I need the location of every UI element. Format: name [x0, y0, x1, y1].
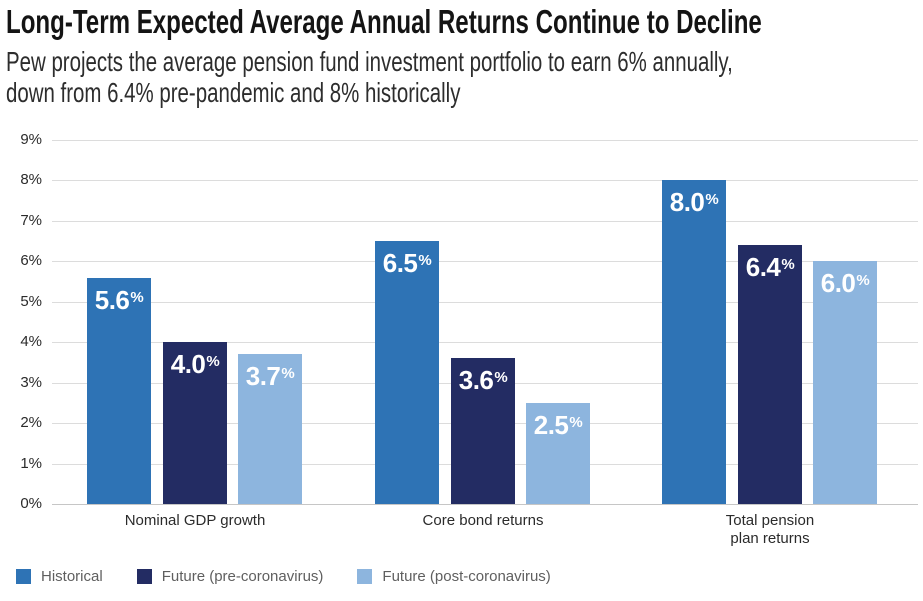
bar-value-label: 2.5%	[534, 410, 583, 441]
bar-value-number: 2.5	[533, 410, 569, 440]
bar-value-number: 3.6	[458, 365, 494, 395]
bar: 3.6%	[451, 358, 515, 504]
y-axis-tick-label: 1%	[20, 455, 42, 472]
bar-value-number: 5.6	[94, 285, 130, 315]
chart-title: Long-Term Expected Average Annual Return…	[6, 3, 762, 40]
legend-swatch	[357, 569, 373, 584]
legend-item: Historical	[16, 568, 103, 585]
bar: 6.4%	[738, 245, 802, 504]
gridline	[52, 180, 918, 181]
gridline	[52, 221, 918, 222]
percent-sign: %	[281, 364, 295, 382]
y-axis-tick-label: 2%	[20, 414, 42, 431]
gridline	[52, 261, 918, 262]
percent-sign: %	[494, 368, 508, 386]
y-axis-tick-label: 6%	[20, 252, 42, 269]
percent-sign: %	[569, 413, 583, 431]
legend-item: Future (pre-coronavirus)	[136, 568, 324, 585]
bar: 2.5%	[526, 403, 590, 504]
bar-value-label: 8.0%	[670, 187, 719, 218]
bar-value-label: 6.5%	[383, 248, 432, 279]
legend-swatch	[136, 569, 152, 584]
percent-sign: %	[705, 190, 719, 208]
y-axis-tick-label: 3%	[20, 374, 42, 391]
y-axis-tick-label: 4%	[20, 333, 42, 350]
bar: 4.0%	[163, 342, 227, 504]
chart-header: Long-Term Expected Average Annual Return…	[6, 2, 762, 108]
percent-sign: %	[856, 271, 870, 289]
percent-sign: %	[130, 288, 144, 306]
plot-area: 5.6% 6.5% 8.0% 4.0% 3.6% 6.4% 3.7% 2.5% 6.0% Nomi…	[52, 140, 918, 547]
gridline	[52, 140, 918, 141]
bar-value-number: 6.0	[820, 268, 856, 298]
y-axis-tick-label: 8%	[20, 171, 42, 188]
x-axis-category-label: Nominal GDP growth	[124, 512, 266, 529]
bar-value-number: 6.4	[745, 252, 781, 282]
x-axis-category-label: Total pension plan returns	[725, 512, 815, 547]
legend-label: Future (post-coronavirus)	[382, 568, 551, 585]
bar-value-label: 6.4%	[746, 252, 795, 283]
y-axis-tick-label: 7%	[20, 212, 42, 229]
x-axis-category-label: Core bond returns	[422, 512, 544, 529]
bar-value-label: 3.7%	[246, 361, 295, 392]
chart-subtitle-line: Pew projects the average pension fund in…	[6, 46, 733, 77]
legend-label: Future (pre-coronavirus)	[161, 568, 324, 585]
y-axis-tick-label: 0%	[20, 495, 42, 512]
legend-label: Historical	[41, 568, 103, 585]
bar: 8.0%	[662, 180, 726, 504]
legend-item: Future (post-coronavirus)	[357, 568, 551, 585]
legend-swatch	[16, 569, 31, 584]
bar: 6.0%	[813, 261, 877, 504]
bar: 6.5%	[375, 241, 439, 504]
y-axis-tick-label: 9%	[20, 131, 42, 148]
bar-value-label: 4.0%	[171, 349, 220, 380]
percent-sign: %	[206, 352, 220, 370]
bar-value-label: 5.6%	[95, 285, 144, 316]
legend: Historical Future (pre-coronavirus) Futu…	[16, 568, 585, 585]
bar-value-label: 6.0%	[821, 268, 870, 299]
bar-value-number: 3.7	[245, 361, 281, 391]
y-axis: 9% 8% 7% 6% 5% 4% 3% 2% 1% 0%	[0, 131, 42, 512]
y-axis-tick-label: 5%	[20, 293, 42, 310]
percent-sign: %	[781, 255, 795, 273]
bar: 5.6%	[87, 278, 151, 504]
chart-subtitle-line: down from 6.4% pre-pandemic and 8% histo…	[6, 77, 461, 108]
bar-value-number: 8.0	[669, 187, 705, 217]
bar-value-number: 4.0	[170, 349, 206, 379]
gridline	[52, 302, 918, 303]
bar-value-number: 6.5	[382, 248, 418, 278]
bar-value-label: 3.6%	[459, 365, 508, 396]
bar: 3.7%	[238, 354, 302, 504]
gridline	[52, 342, 918, 343]
percent-sign: %	[418, 251, 432, 269]
